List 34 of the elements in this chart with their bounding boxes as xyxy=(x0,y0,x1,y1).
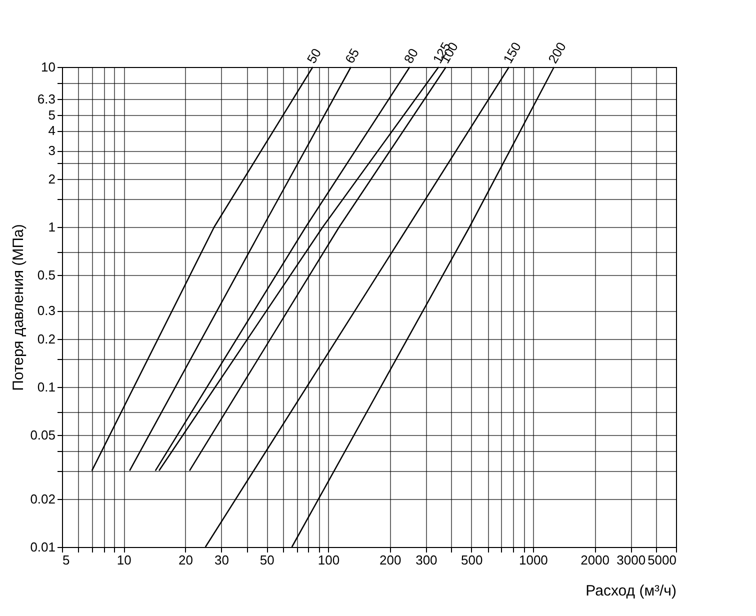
y-tick-label: 5 xyxy=(48,108,56,123)
x-tick-label: 5 xyxy=(62,552,70,568)
y-tick-label: 4 xyxy=(48,123,56,138)
x-tick-label: 100 xyxy=(318,552,340,568)
x-tick-label: 5000 xyxy=(648,552,676,568)
text: 150 xyxy=(500,40,524,66)
y-tick-label: 1 xyxy=(48,220,56,234)
x-tick-label: 20 xyxy=(178,552,193,568)
y-tick-label: 0.02 xyxy=(30,491,56,506)
x-tick-label: 1000 xyxy=(518,552,548,568)
x-tick-label: 2000 xyxy=(580,552,610,568)
x-tick-label: 3000 xyxy=(616,552,646,568)
x-tick-label: 500 xyxy=(460,552,483,568)
text: 200 xyxy=(545,40,569,66)
y-tick-label: 0.05 xyxy=(30,428,56,443)
y-tick-label: 3 xyxy=(48,143,56,158)
y-tick-label: 0.1 xyxy=(37,380,56,394)
x-tick-label: 300 xyxy=(416,552,438,568)
x-axis-title: Расход (м³/ч) xyxy=(586,582,676,600)
x-tick-label: 50 xyxy=(260,552,274,568)
y-tick-label: 0.2 xyxy=(37,331,56,346)
x-tick-label: 10 xyxy=(116,552,132,568)
text: 80 xyxy=(400,46,422,66)
y-axis-title: Потеря давления (МПа) xyxy=(10,224,28,391)
x-tick-label: 200 xyxy=(380,552,402,568)
text: 65 xyxy=(342,46,362,66)
y-tick-label: 6.3 xyxy=(37,92,56,107)
text: 50 xyxy=(304,46,324,66)
y-tick-label: 10 xyxy=(41,60,56,74)
y-tick-label: 0.3 xyxy=(37,303,56,318)
y-tick-label: 0.01 xyxy=(30,540,56,554)
x-tick-label: 30 xyxy=(214,552,229,568)
y-tick-label: 2 xyxy=(48,171,56,186)
y-tick-label: 0.5 xyxy=(37,268,56,283)
